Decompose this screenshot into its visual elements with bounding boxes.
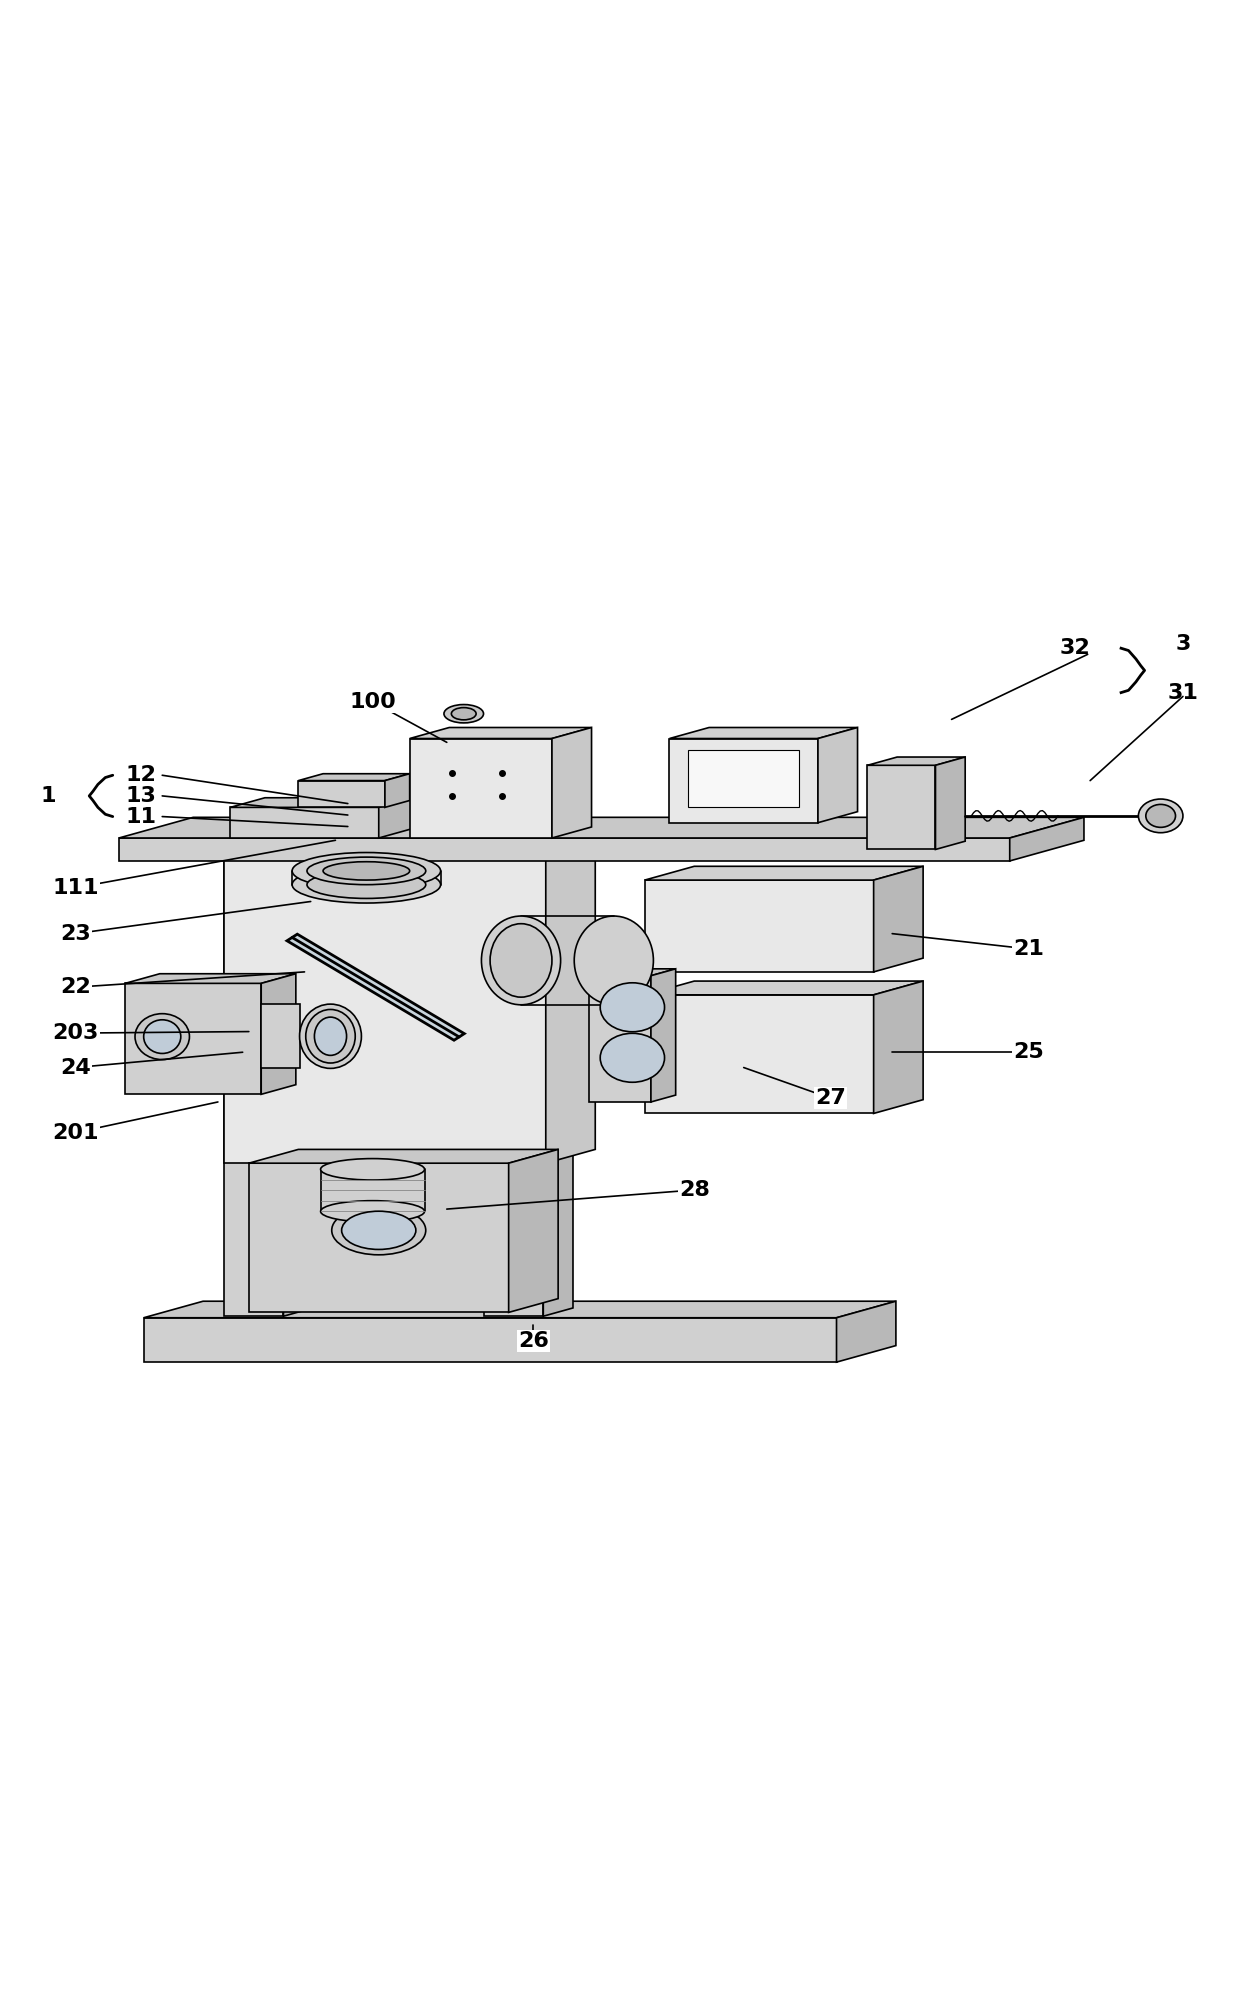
Polygon shape <box>299 780 384 808</box>
Polygon shape <box>818 728 858 822</box>
Polygon shape <box>284 842 314 1315</box>
Ellipse shape <box>293 866 440 902</box>
Text: 21: 21 <box>1013 938 1044 958</box>
Ellipse shape <box>308 870 425 898</box>
Polygon shape <box>868 758 965 766</box>
Polygon shape <box>249 1163 508 1313</box>
Polygon shape <box>868 766 935 850</box>
Text: 23: 23 <box>61 924 91 944</box>
Text: 12: 12 <box>125 766 156 786</box>
Polygon shape <box>1009 818 1084 860</box>
Polygon shape <box>651 968 676 1103</box>
Ellipse shape <box>321 1201 424 1223</box>
Polygon shape <box>645 880 874 972</box>
Text: 13: 13 <box>125 786 156 806</box>
Ellipse shape <box>315 1017 346 1055</box>
Ellipse shape <box>444 704 484 724</box>
Polygon shape <box>409 728 591 738</box>
Polygon shape <box>384 774 409 808</box>
Polygon shape <box>874 980 923 1113</box>
Text: 24: 24 <box>61 1057 91 1077</box>
Polygon shape <box>484 850 543 1315</box>
Polygon shape <box>125 974 296 982</box>
Polygon shape <box>543 842 573 1315</box>
Text: 100: 100 <box>350 692 396 712</box>
Polygon shape <box>262 1005 300 1069</box>
Polygon shape <box>224 828 595 842</box>
Text: 1: 1 <box>41 786 56 806</box>
Ellipse shape <box>1138 800 1183 832</box>
Polygon shape <box>224 850 284 1315</box>
Ellipse shape <box>324 862 409 880</box>
Ellipse shape <box>300 1005 361 1069</box>
Polygon shape <box>552 728 591 838</box>
Ellipse shape <box>481 916 560 1005</box>
Text: 28: 28 <box>678 1181 709 1199</box>
Text: 31: 31 <box>1168 682 1198 702</box>
Ellipse shape <box>332 1205 425 1255</box>
Polygon shape <box>874 866 923 972</box>
Polygon shape <box>262 974 296 1095</box>
Ellipse shape <box>293 852 440 890</box>
Ellipse shape <box>321 1159 424 1181</box>
Polygon shape <box>546 828 595 1163</box>
Ellipse shape <box>308 856 425 884</box>
Polygon shape <box>286 934 464 1041</box>
Text: 27: 27 <box>815 1089 846 1109</box>
Polygon shape <box>144 1317 837 1361</box>
Text: 22: 22 <box>61 976 91 996</box>
Polygon shape <box>484 842 573 850</box>
Text: 111: 111 <box>52 878 99 898</box>
Ellipse shape <box>574 916 653 1005</box>
Polygon shape <box>508 1149 558 1313</box>
Text: 11: 11 <box>125 806 156 826</box>
Polygon shape <box>935 758 965 850</box>
Polygon shape <box>249 1149 558 1163</box>
Polygon shape <box>670 738 818 822</box>
Ellipse shape <box>600 982 665 1033</box>
Polygon shape <box>224 842 546 1163</box>
Ellipse shape <box>306 1009 355 1063</box>
Polygon shape <box>589 968 676 976</box>
Polygon shape <box>299 774 409 780</box>
Polygon shape <box>645 980 923 994</box>
Polygon shape <box>224 842 314 850</box>
Ellipse shape <box>135 1015 190 1059</box>
Polygon shape <box>645 866 923 880</box>
Polygon shape <box>119 838 1009 860</box>
Ellipse shape <box>144 1021 181 1053</box>
Text: 26: 26 <box>518 1331 549 1351</box>
Text: 3: 3 <box>1176 634 1190 654</box>
Polygon shape <box>144 1301 897 1317</box>
Polygon shape <box>589 976 651 1103</box>
Polygon shape <box>125 982 262 1095</box>
Polygon shape <box>645 994 874 1113</box>
Polygon shape <box>231 798 413 808</box>
Polygon shape <box>837 1301 897 1361</box>
Text: 32: 32 <box>1060 638 1091 658</box>
Polygon shape <box>119 818 1084 838</box>
Ellipse shape <box>342 1211 415 1249</box>
Text: 201: 201 <box>52 1123 99 1143</box>
Text: 203: 203 <box>52 1023 99 1043</box>
Polygon shape <box>670 728 858 738</box>
Polygon shape <box>688 750 800 808</box>
Ellipse shape <box>1146 804 1176 828</box>
Polygon shape <box>231 808 378 838</box>
Ellipse shape <box>490 924 552 996</box>
Polygon shape <box>409 738 552 838</box>
Ellipse shape <box>600 1033 665 1083</box>
Polygon shape <box>378 798 413 838</box>
Text: 25: 25 <box>1013 1043 1044 1063</box>
Ellipse shape <box>451 708 476 720</box>
